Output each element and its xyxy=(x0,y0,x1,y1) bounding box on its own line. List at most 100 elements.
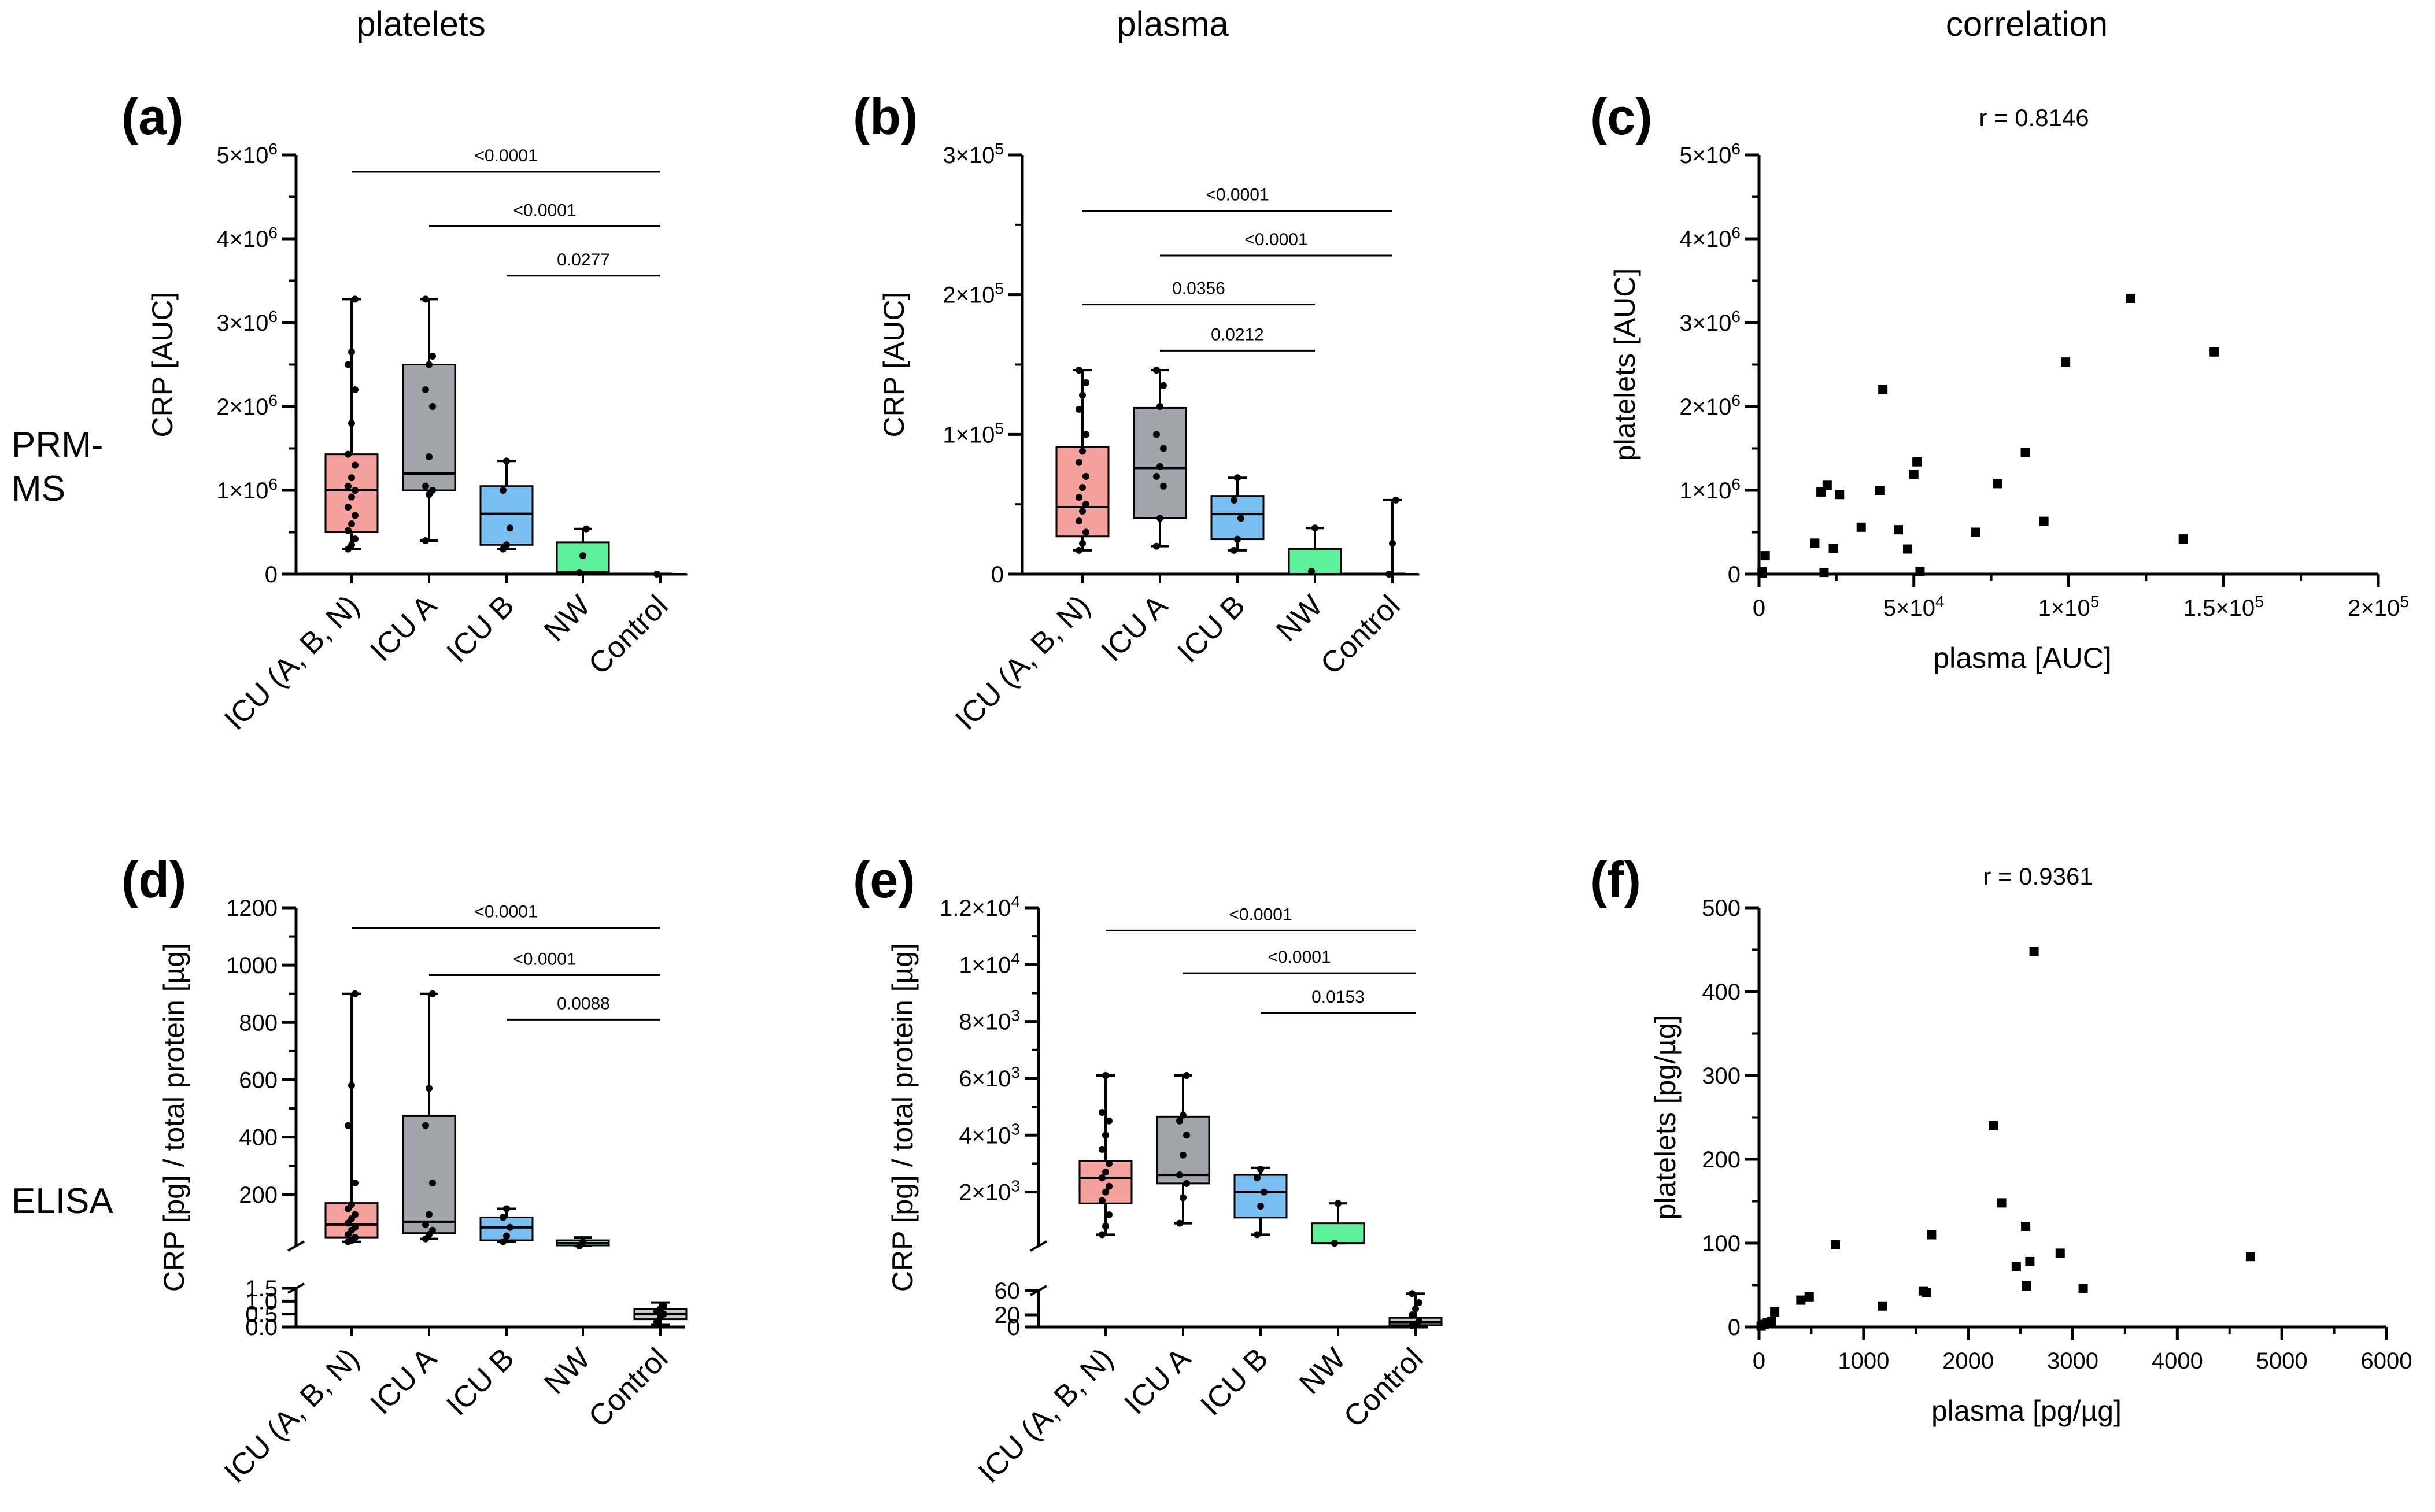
y-tick-label: 3×106 xyxy=(1679,308,1741,337)
data-point xyxy=(345,504,352,511)
data-point xyxy=(429,1179,436,1186)
data-point xyxy=(1082,431,1089,438)
x-axis-label: plasma [pg/µg] xyxy=(1931,1395,2122,1427)
y-tick-label: 200 xyxy=(1702,1147,1741,1173)
x-tick-label: 1×105 xyxy=(2038,593,2100,622)
data-point xyxy=(1311,524,1318,532)
p-value-label: <0.0001 xyxy=(1268,948,1331,967)
y-tick-label: 2×106 xyxy=(216,391,278,420)
scatter-point xyxy=(1989,1121,1998,1130)
data-point xyxy=(429,403,436,410)
box-control xyxy=(1365,496,1420,578)
data-point xyxy=(352,1179,359,1186)
box-iqr xyxy=(1311,1222,1365,1244)
data-point xyxy=(579,1238,586,1245)
panel-c: (c) r = 0.8146 0 1×106 2×106 3×106 4×106 5×106 0… xyxy=(1590,88,2409,674)
y-tick-label: 2×106 xyxy=(1679,391,1741,420)
y-tick-label: 3×105 xyxy=(943,140,1004,169)
y-tick-label: 20 xyxy=(995,1303,1021,1328)
data-point xyxy=(579,552,586,560)
data-point xyxy=(1234,535,1241,543)
data-point xyxy=(1102,1188,1109,1196)
data-point xyxy=(1102,1072,1109,1080)
box-icu-a xyxy=(1156,1072,1210,1227)
data-point xyxy=(660,1303,667,1310)
data-point xyxy=(345,1122,352,1129)
x-tick-label: 5×104 xyxy=(1883,593,1945,622)
data-point xyxy=(1102,1222,1109,1230)
panel-a: (a) 0 1×106 2×106 3×106 4×106 5×106 <0.0001 <0.0… xyxy=(121,88,688,737)
data-point xyxy=(1180,1111,1187,1119)
data-point xyxy=(1160,445,1167,452)
y-axis-label: CRP [AUC] xyxy=(146,292,179,438)
data-point xyxy=(352,487,359,494)
scatter-point xyxy=(1831,1240,1841,1249)
column-header-platelets: platelets xyxy=(356,5,485,43)
data-point xyxy=(1079,448,1086,455)
data-point xyxy=(503,1205,510,1212)
category-label-control: Control xyxy=(1337,1341,1430,1434)
x-tick-label: 6000 xyxy=(2361,1348,2412,1374)
y-tick-label: 5×106 xyxy=(1679,140,1741,169)
category-label-icu-a: ICU A xyxy=(1118,1341,1197,1421)
p-value-label: <0.0001 xyxy=(1206,186,1269,205)
scatter-point xyxy=(1909,470,1919,479)
scatter-point xyxy=(2178,534,2188,544)
p-value-label: <0.0001 xyxy=(1229,905,1292,924)
y-tick-label: 1000 xyxy=(226,953,278,978)
data-point xyxy=(345,361,352,368)
x-tick-label: 0 xyxy=(1753,1348,1765,1374)
data-point xyxy=(1392,496,1399,504)
data-point xyxy=(1153,542,1160,550)
scatter-point xyxy=(1760,551,1770,561)
box-icu-a xyxy=(402,295,456,544)
box-control xyxy=(1388,1290,1443,1329)
data-point xyxy=(1102,1169,1109,1176)
column-header-correlation: correlation xyxy=(1946,5,2108,43)
data-point xyxy=(1231,546,1237,554)
data-point xyxy=(429,1226,436,1234)
scatter-point xyxy=(1878,1301,1887,1311)
box-iqr xyxy=(1156,1115,1210,1185)
data-point xyxy=(348,348,355,356)
data-point xyxy=(1076,367,1082,374)
y-tick-label: 500 xyxy=(1702,896,1741,921)
data-point xyxy=(422,1221,429,1228)
data-point xyxy=(1234,474,1241,482)
x-tick-label: 4000 xyxy=(2152,1348,2203,1374)
box-iqr xyxy=(1210,495,1265,541)
x-tick-label: 3000 xyxy=(2047,1348,2098,1374)
category-label-icu-a: ICU A xyxy=(364,1341,443,1421)
scatter-point xyxy=(1796,1295,1806,1305)
scatter-point xyxy=(2078,1284,2088,1293)
axis-break-mark xyxy=(1030,1240,1047,1252)
data-point xyxy=(348,1082,355,1089)
data-point xyxy=(1082,501,1089,508)
data-point xyxy=(1076,459,1082,466)
scatter-point xyxy=(2025,1256,2035,1266)
box-iqr xyxy=(1055,446,1110,538)
category-label-icu-a-b-n: ICU (A, B, N) xyxy=(218,589,366,737)
y-axis-label: CRP [pg] / total protein [µg] xyxy=(886,943,919,1292)
data-point xyxy=(1153,472,1160,480)
data-point xyxy=(348,420,355,427)
y-tick-label: 1×106 xyxy=(1679,475,1741,504)
data-point xyxy=(1106,1182,1113,1190)
data-point xyxy=(503,1232,510,1240)
data-point xyxy=(1183,1132,1190,1139)
y-tick-label: 4×103 xyxy=(959,1120,1020,1149)
y-tick-label: 0.0 xyxy=(245,1315,278,1340)
p-value-label: <0.0001 xyxy=(513,201,576,220)
data-point xyxy=(1416,1317,1422,1325)
data-point xyxy=(422,295,429,303)
p-value-label: <0.0001 xyxy=(1244,230,1307,249)
category-label-control: Control xyxy=(582,589,675,681)
scatter-point xyxy=(1903,544,1913,554)
y-tick-label: 300 xyxy=(1702,1063,1741,1089)
data-point xyxy=(503,541,510,549)
y-tick-label: 0 xyxy=(265,562,278,587)
y-tick-label: 6×103 xyxy=(959,1063,1020,1092)
y-tick-label: 1×106 xyxy=(216,475,278,504)
